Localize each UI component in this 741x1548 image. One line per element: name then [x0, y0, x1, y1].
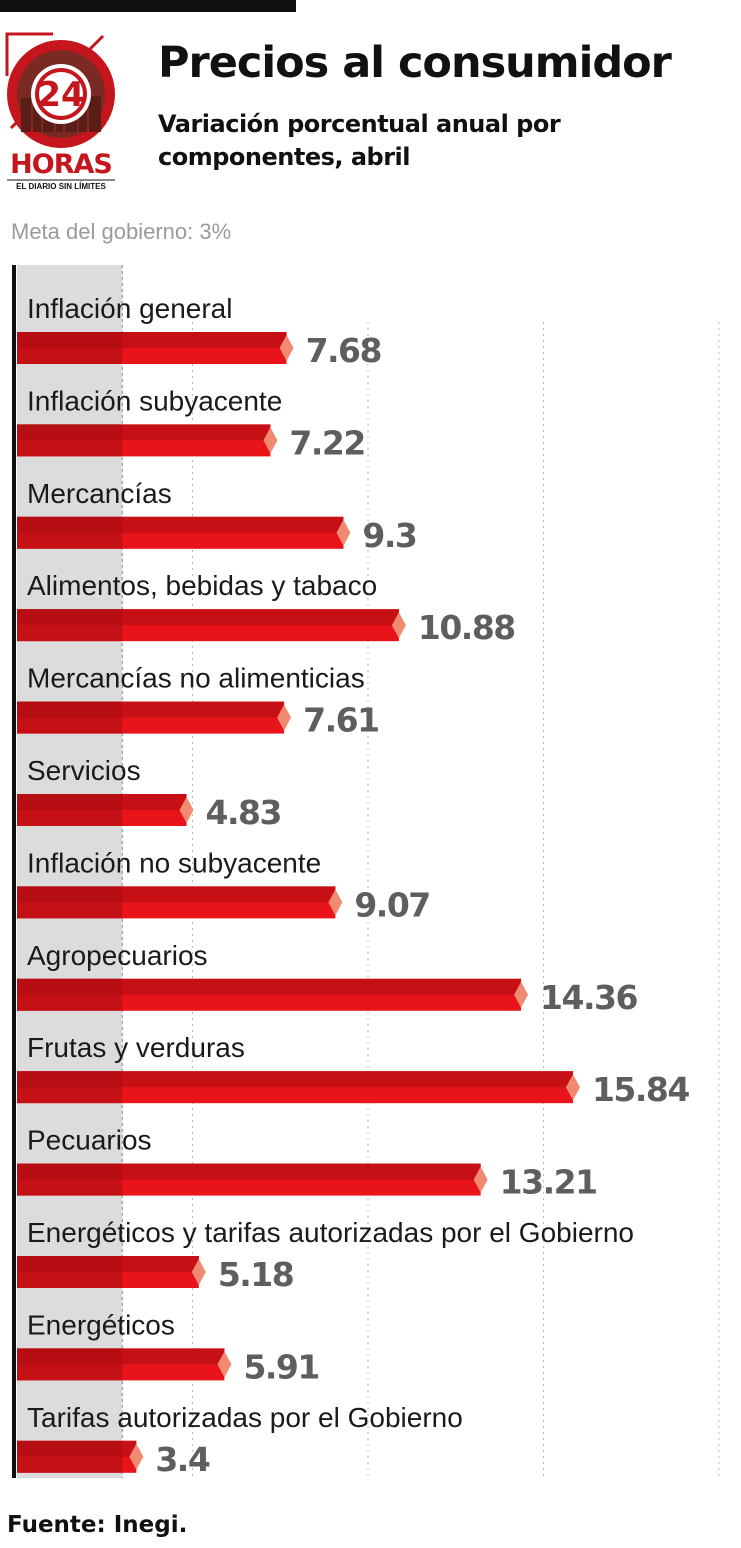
- bar-base: [17, 424, 123, 457]
- bar-base: [17, 886, 123, 919]
- bar-shade: [17, 1163, 481, 1180]
- value-label: 9.07: [354, 885, 429, 924]
- bar-base: [17, 609, 123, 642]
- bar-base: [17, 1348, 123, 1381]
- bar-tip: [277, 704, 292, 731]
- category-label: Pecuarios: [27, 1125, 152, 1156]
- category-label: Frutas y verduras: [27, 1032, 245, 1063]
- 24-horas-logo: 24 HORAS EL DIARIO SIN LÍMITES: [5, 32, 115, 191]
- bar-base: [17, 1440, 123, 1473]
- bar-base: [17, 701, 123, 734]
- value-label: 13.21: [500, 1163, 597, 1202]
- bar-base: [17, 1256, 123, 1288]
- value-label: 15.84: [592, 1070, 689, 1109]
- category-label: Inflación no subyacente: [27, 847, 321, 878]
- bar-shade: [17, 978, 522, 995]
- logo-tagline: EL DIARIO SIN LÍMITES: [16, 182, 106, 191]
- bar-tip: [129, 1443, 144, 1470]
- value-label: 7.22: [289, 423, 364, 462]
- logo-emblem: [5, 32, 115, 148]
- category-label: Servicios: [27, 755, 141, 786]
- value-label: 5.91: [243, 1347, 318, 1386]
- value-label: 7.61: [303, 701, 378, 740]
- value-label: 14.36: [540, 978, 637, 1017]
- top-rule: [0, 0, 296, 12]
- value-label: 3.4: [155, 1440, 209, 1479]
- category-label: Inflación general: [27, 293, 232, 324]
- bar-base: [17, 978, 123, 1011]
- category-label: Agropecuarios: [27, 940, 208, 971]
- value-label: 5.18: [218, 1255, 293, 1294]
- bar-tip: [473, 1166, 488, 1193]
- category-label: Mercancías: [27, 478, 172, 509]
- value-label: 10.88: [418, 608, 515, 647]
- bar-tip: [263, 427, 278, 454]
- target-label: Meta del gobierno: 3%: [11, 219, 232, 244]
- category-label: Mercancías no alimenticias: [27, 663, 365, 694]
- bar-tip: [565, 1074, 580, 1101]
- value-label: 9.3: [362, 516, 416, 555]
- category-label: Energéticos: [27, 1309, 175, 1340]
- bar-tip: [191, 1259, 206, 1285]
- bar-tip: [179, 797, 194, 823]
- source-note: Fuente: Inegi.: [7, 1512, 188, 1538]
- bar-tip: [336, 519, 351, 546]
- bar-tip: [217, 1351, 232, 1378]
- logo-number: 24: [37, 75, 84, 115]
- category-label: Alimentos, bebidas y tabaco: [27, 570, 377, 601]
- bar-tip: [514, 981, 529, 1008]
- bar-tip: [279, 335, 294, 361]
- y-axis: [12, 265, 16, 1478]
- bar-base: [17, 794, 123, 826]
- category-label: Inflación subyacente: [27, 385, 282, 416]
- value-label: 7.68: [306, 331, 381, 370]
- bar-base: [17, 516, 123, 549]
- bar-tip: [391, 612, 406, 639]
- chart-subtitle: Variación porcentual anual por component…: [158, 110, 561, 171]
- bar-base: [17, 1163, 123, 1196]
- category-label: Tarifas autorizadas por el Gobierno: [27, 1402, 463, 1433]
- value-label: 4.83: [206, 793, 281, 832]
- bar-base: [17, 1071, 123, 1104]
- logo-name: HORAS: [10, 149, 112, 180]
- bar-tip: [328, 889, 343, 916]
- category-label: Energéticos y tarifas autorizadas por el…: [27, 1217, 634, 1248]
- bar-base: [17, 332, 123, 364]
- chart-title: Precios al consumidor: [158, 38, 672, 88]
- bar-shade: [17, 1071, 573, 1088]
